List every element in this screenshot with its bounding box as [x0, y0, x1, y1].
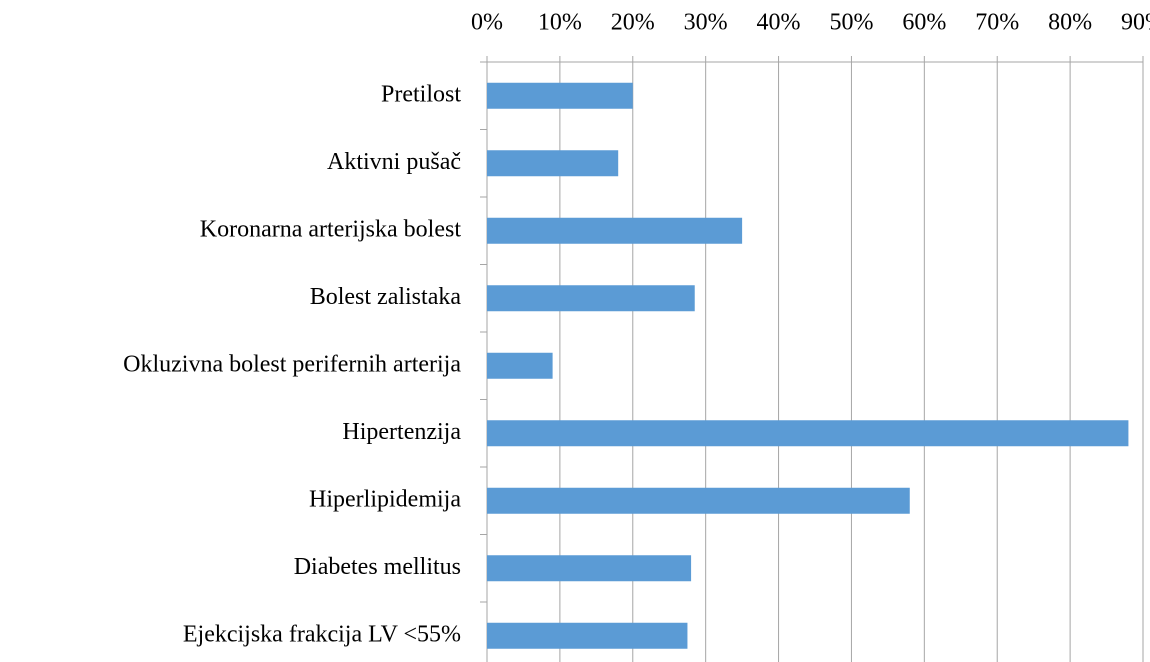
bar [487, 622, 688, 649]
x-tick-label: 50% [829, 10, 873, 36]
y-tick-label: Hipertenzija [342, 419, 461, 445]
bar [487, 285, 695, 312]
x-tick-label: 30% [684, 10, 728, 36]
y-tick-label: Diabetes mellitus [294, 554, 461, 580]
y-tick-label: Koronarna arterijska bolest [200, 216, 462, 242]
bar [487, 555, 692, 582]
bar [487, 352, 553, 379]
y-tick-label: Okluzivna bolest perifernih arterija [123, 351, 461, 377]
x-tick-label: 0% [471, 10, 503, 36]
bar [487, 150, 619, 177]
x-tick-label: 10% [538, 10, 582, 36]
x-tick-label: 60% [902, 10, 946, 36]
y-tick-label: Bolest zalistaka [310, 284, 462, 310]
x-tick-label: 20% [611, 10, 655, 36]
bar [487, 487, 910, 514]
y-tick-label: Pretilost [381, 81, 461, 107]
y-tick-label: Hiperlipidemija [309, 486, 461, 512]
x-tick-label: 80% [1048, 10, 1092, 36]
bar [487, 217, 743, 244]
bar [487, 82, 633, 109]
x-tick-label: 70% [975, 10, 1019, 36]
bar [487, 420, 1129, 447]
y-tick-label: Ejekcijska frakcija LV <55% [183, 621, 461, 647]
y-tick-label: Aktivni pušač [327, 149, 461, 175]
x-tick-label: 90% [1121, 10, 1150, 36]
x-tick-label: 40% [757, 10, 801, 36]
